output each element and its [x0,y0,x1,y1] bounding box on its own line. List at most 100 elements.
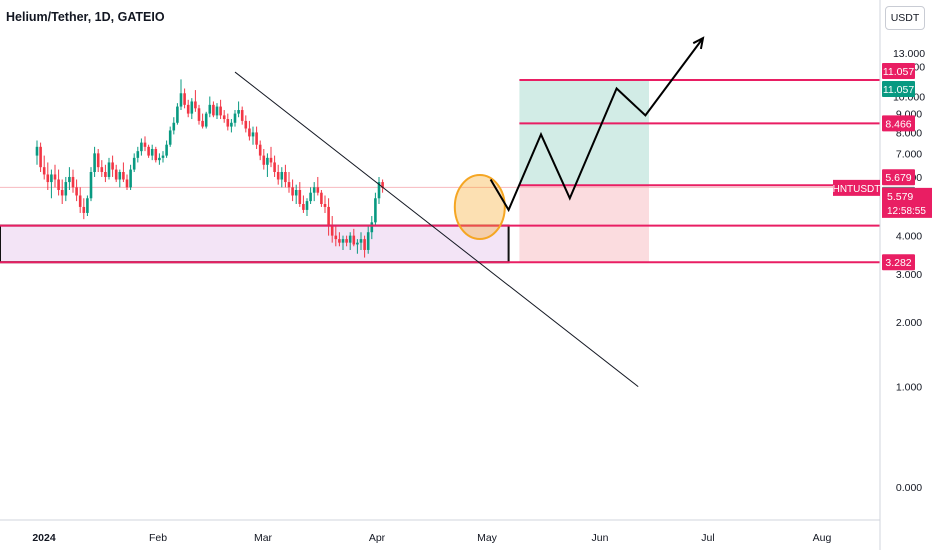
candle-body [320,192,323,204]
y-tick-label: 3.000 [896,269,922,281]
countdown-text: 12:58:55 [887,206,926,217]
candle-body [215,106,219,116]
candle-body [129,169,132,188]
candle-body [248,128,251,137]
current-price-box [882,187,932,218]
candle-body [262,155,266,165]
candle-body [294,189,298,196]
x-tick-label: May [477,532,498,544]
candle-body [125,179,129,188]
candle-body [132,157,136,170]
candle-body [208,104,212,114]
candle-body [316,187,320,193]
candle-body [172,122,176,131]
candle-body [302,203,305,210]
candle-body [212,104,215,116]
price-label-box [882,62,915,79]
candle-body [341,239,345,243]
candle-body [348,235,352,243]
candle-body [240,110,244,121]
candle-body [359,239,363,243]
candle-body [222,115,226,120]
candle-body [75,187,78,196]
candle-body [122,172,125,180]
candle-body [366,232,370,250]
price-label-box [882,80,915,97]
price-label-text: 5.679 [885,172,911,184]
candle-body [233,113,237,123]
candle-body [168,130,172,145]
x-tick-label: 2024 [32,532,56,544]
price-label-box [882,254,915,271]
candle-body [86,198,89,213]
breakout-highlight-circle [453,173,506,240]
candle-body [39,146,42,168]
symbol-tag-text: HNTUSDT [833,184,881,195]
candle-body [64,182,68,196]
candle-body [60,189,64,196]
candle-body [194,101,197,109]
candle-body [78,195,82,207]
candle-body [204,113,208,127]
price-label-text: 11.057 [883,66,914,78]
candle-body [251,132,255,137]
x-tick-label: Mar [254,532,273,544]
current-price-text: 5.579 [887,191,913,203]
candle-body [42,167,46,175]
candle-body [363,239,366,250]
candle-body [237,110,240,114]
candle-body [114,169,118,180]
zones-layer [0,79,880,264]
candle-body [176,106,179,123]
candle-body [89,172,93,199]
candle-body [104,172,107,177]
price-label-box [882,169,915,186]
support-zone [0,224,510,264]
candle-body [338,239,341,243]
price-label-text: 11.057 [883,84,914,96]
price-label-text: 3.282 [885,257,911,269]
candle-body [276,172,280,180]
y-tick-label: 7.000 [896,148,922,160]
candle-body [356,242,359,245]
candle-body [280,172,284,180]
candle-body [82,206,86,213]
candle-body [107,162,111,177]
profit-target-zone [519,79,649,186]
candle-body [190,101,194,114]
stop-loss-zone [519,185,649,263]
candles-layer [35,79,384,258]
candle-body [352,235,356,245]
x-tick-label: Feb [149,532,167,544]
candle-body [150,148,154,156]
candle-body [140,142,143,152]
symbol-tag-box [833,179,880,196]
candle-body [93,153,96,173]
price-label-box [882,115,915,132]
candle-body [154,148,158,161]
candle-body [258,144,262,156]
x-tick-label: Jun [592,532,609,544]
candle-body [197,108,201,121]
y-tick-label: 0.000 [896,482,922,494]
candle-body [291,187,294,196]
candle-body [298,189,302,204]
y-tick-label: 4.000 [896,231,922,243]
candle-body [377,182,381,199]
candle-body [50,174,53,183]
candle-body [345,239,348,243]
x-tick-label: Apr [369,532,386,544]
currency-unit-button[interactable]: USDT [885,6,925,30]
y-tick-label: 13.000 [893,48,925,60]
candle-body [323,203,327,207]
candle-body [143,142,147,147]
candle-body [161,155,165,158]
candle-body [255,132,258,145]
candle-body [266,157,269,165]
candle-body [305,201,309,210]
candle-body [312,187,316,193]
candle-body [53,174,57,180]
candle-body [244,120,248,129]
